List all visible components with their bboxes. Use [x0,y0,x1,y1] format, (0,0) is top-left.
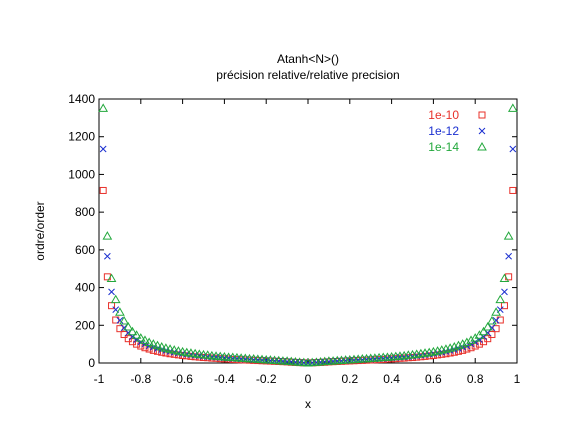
data-point [461,337,472,346]
legend-marker [477,141,487,151]
data-point [507,103,518,112]
legend-marker [478,111,486,119]
x-tick-label: -0.8 [130,372,151,386]
data-point [457,339,468,348]
data-point [466,335,476,344]
data-point [127,326,138,336]
x-tick-label: -1 [94,372,105,386]
data-point [509,186,517,194]
data-point [470,333,481,342]
legend-label: 1e-10 [428,108,459,122]
legend-label: 1e-12 [428,124,459,138]
chart-title: Atanh<N>() [277,52,339,66]
x-axis: -1 -0.8 -0.6 -0.4 -0.2 0 0.2 0.4 0.6 0.8 1 [94,99,521,386]
data-point [501,288,508,296]
x-tick-label: -0.2 [256,372,277,386]
data-point [487,315,497,325]
y-tick-label: 1200 [68,130,95,144]
data-point [148,339,159,348]
data-point [156,341,167,351]
data-point [177,346,188,356]
data-point [165,344,175,353]
data-point [478,326,489,336]
y-tick-label: 800 [75,205,95,219]
data-point [116,317,124,324]
y-tick-label: 1000 [68,167,95,181]
series-1e-14 [98,103,518,367]
data-point [119,315,129,325]
data-point [491,307,501,316]
x-tick-label: -0.6 [172,372,193,386]
y-tick-label: 400 [75,281,95,295]
data-point [115,307,125,316]
x-tick-label: 0.8 [467,372,484,386]
data-point [106,273,117,283]
data-point [123,321,134,331]
data-point [110,294,121,304]
y-axis-label: ordre/order [33,201,47,260]
legend-marker [478,127,486,135]
data-point [140,335,150,344]
y-tick-label: 0 [88,356,95,370]
data-point [482,321,493,331]
data-point [509,145,517,153]
x-tick-label: 0.2 [341,372,358,386]
data-point [152,340,163,350]
data-point [496,316,504,324]
data-points [98,103,518,367]
data-point [173,346,184,355]
chart-subtitle: précision relative/relative precision [216,68,399,82]
y-tick-label: 200 [75,318,95,332]
data-point [492,317,500,324]
data-point [99,145,107,153]
x-tick-label: 1 [514,372,521,386]
data-point [453,340,464,350]
data-point [161,343,171,352]
x-tick-label: 0.4 [383,372,400,386]
data-point [169,345,180,354]
x-tick-label: 0.6 [425,372,442,386]
data-point [495,294,506,304]
data-point [102,231,113,240]
legend-label: 1e-14 [428,140,459,154]
data-point [131,330,142,339]
data-point [112,316,120,324]
data-point [99,186,107,194]
data-point [499,273,510,283]
data-point [135,333,146,342]
data-point [503,231,514,240]
data-point [108,288,115,296]
data-point [505,252,512,260]
y-tick-label: 1400 [68,92,95,106]
x-tick-label: 0 [305,372,312,386]
data-point [104,252,111,260]
data-point [144,337,155,346]
legend: 1e-10 1e-12 1e-14 [428,108,487,154]
x-axis-label: x [305,397,311,411]
data-point [484,335,492,343]
x-tick-label: -0.4 [214,372,235,386]
y-axis: 0 200 400 600 800 1000 1200 1400 [68,92,517,370]
y-tick-label: 600 [75,243,95,257]
data-point [98,103,109,112]
